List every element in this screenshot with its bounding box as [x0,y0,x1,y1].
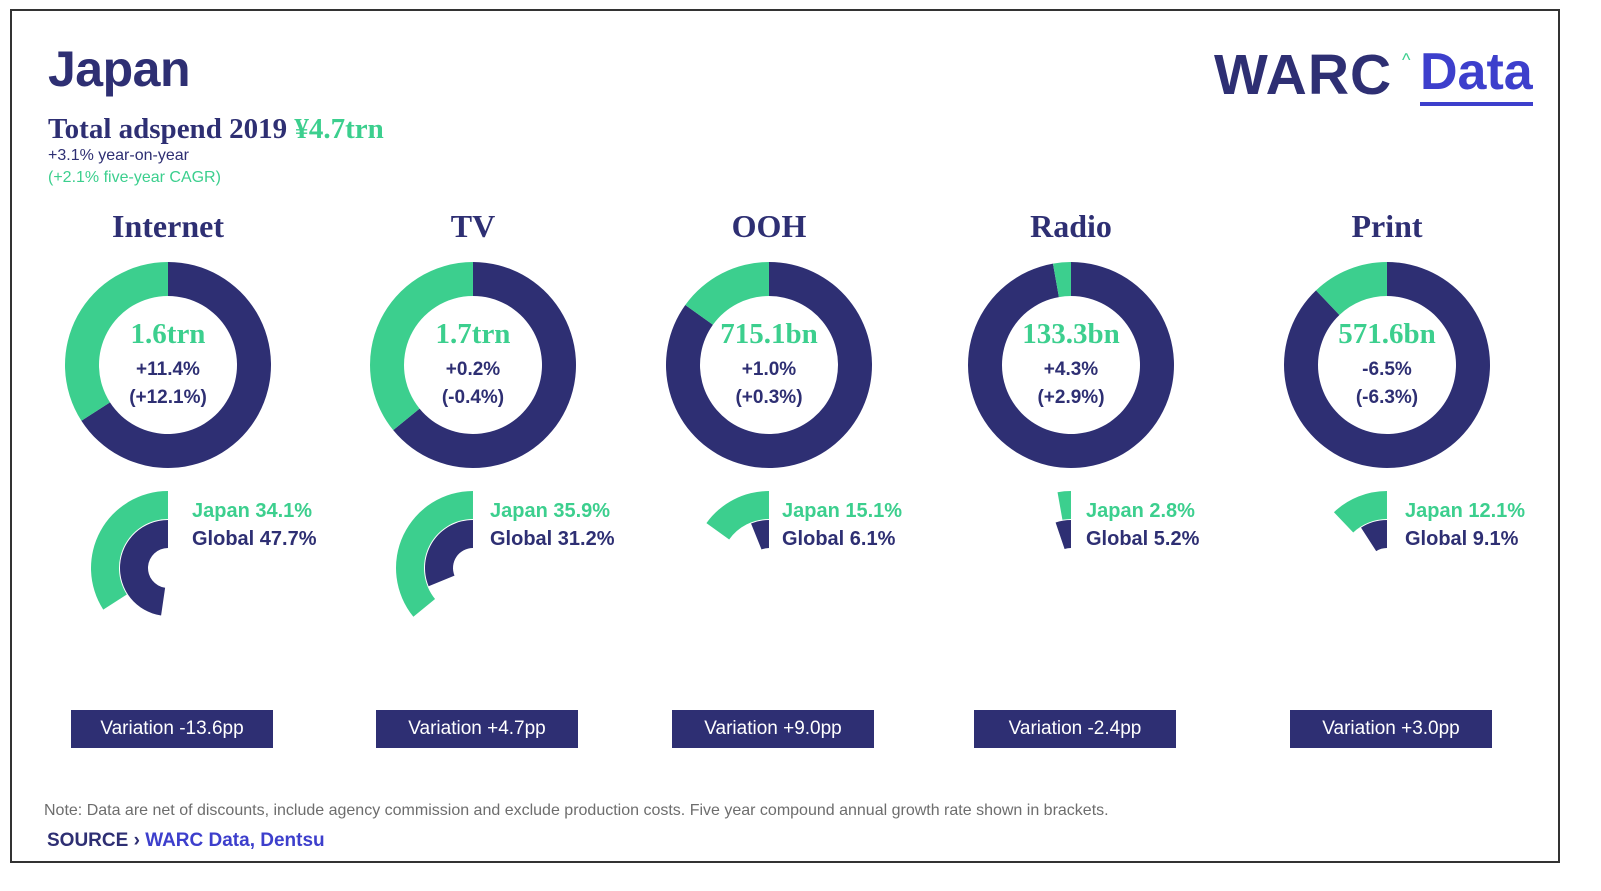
japan-vs-global-arcs [706,491,769,550]
channel-yoy-growth: +0.2% [445,359,501,380]
total-adspend-value: ¥4.7trn [294,113,384,145]
source-line: SOURCE › WARC Data, Dentsu [47,830,325,852]
warc-data-logo: WARC ^ Data [1214,42,1534,112]
yoy-growth: +3.1% year-on-year [48,147,189,164]
donut-rest-segment [968,262,1174,468]
global-share-arc [1361,520,1387,552]
japan-vs-global-arcs [1333,491,1387,552]
donut-japan-share-segment [685,262,769,325]
channel-five-year-cagr: (+12.1%) [129,387,207,408]
japan-share-label: Japan 34.1% [192,500,313,522]
donut-japan-share-segment [370,262,473,431]
global-share-arc [1055,520,1071,550]
channel-spend: 715.1bn [720,318,818,350]
country-title: Japan [48,41,191,97]
channel-panel-tv: TV 1.7trn +0.2% (-0.4%) Japan 35.9% Global 31… [368,0,678,860]
global-share-label: Global 5.2% [1086,528,1200,550]
variation-badge: Variation -2.4pp [974,710,1176,748]
channel-spend: 571.6bn [1338,318,1436,350]
channel-panel-print: Print 571.6bn -6.5% (-6.3%) Japan 12.1% Globa… [1282,0,1592,860]
channel-yoy-growth: +1.0% [741,359,797,380]
donut-rest-segment [393,262,576,468]
japan-share-label: Japan 15.1% [782,500,903,522]
japan-share-label: Japan 2.8% [1086,500,1195,522]
infographic-frame [10,9,1560,863]
japan-vs-global-arcs [91,491,168,616]
channel-panel-radio: Radio 133.3bn +4.3% (+2.9%) Japan 2.8% Global… [966,0,1276,860]
channel-panel-internet: Internet 1.6trn +11.4% (+12.1%) Japan 34.1% G… [63,0,373,860]
share-donut [968,262,1174,468]
donut-japan-share-segment [1052,262,1071,298]
channel-spend: 133.3bn [1022,318,1120,350]
global-share-label: Global 47.7% [192,528,317,550]
logo-warc-text: WARC [1214,43,1393,107]
global-share-label: Global 9.1% [1405,528,1519,550]
source-value: WARC Data, Dentsu [145,830,325,851]
channel-five-year-cagr: (-6.3%) [1355,387,1419,408]
channel-five-year-cagr: (+0.3%) [735,387,803,408]
channel-title: TV [450,208,496,244]
global-share-label: Global 6.1% [782,528,896,550]
logo-data-text: Data [1420,42,1533,106]
japan-share-label: Japan 12.1% [1405,500,1526,522]
japan-share-label: Japan 35.9% [490,500,611,522]
footnote: Note: Data are net of discounts, include… [44,802,1109,819]
total-adspend: Total adspend 2019 ¥4.7trn [48,113,384,146]
channel-spend: 1.6trn [130,318,206,350]
channel-yoy-growth: +4.3% [1043,359,1099,380]
channel-title: Print [1351,208,1423,244]
channel-yoy-growth: -6.5% [1362,359,1412,380]
donut-rest-segment [81,262,271,468]
global-share-arc [120,520,168,616]
global-share-arc [425,520,473,587]
global-share-arc [751,520,769,550]
total-adspend-label: Total adspend 2019 [48,113,288,145]
channel-five-year-cagr: (+2.9%) [1037,387,1105,408]
share-donut [666,262,872,468]
donut-rest-segment [1284,262,1490,468]
japan-share-arc [91,491,168,610]
share-donut [65,262,271,468]
channel-panel-ooh: OOH 715.1bn +1.0% (+0.3%) Japan 15.1% Global … [664,0,974,860]
share-donut [370,262,576,468]
donut-rest-segment [666,262,872,468]
japan-share-arc [1333,491,1387,533]
japan-share-arc [1057,491,1071,520]
donut-japan-share-segment [1316,262,1387,315]
global-share-label: Global 31.2% [490,528,615,550]
logo-caret: ^ [1402,50,1411,70]
channel-title: Internet [112,208,224,244]
channel-title: OOH [731,208,807,244]
channel-spend: 1.7trn [435,318,511,350]
channel-title: Radio [1030,208,1112,244]
japan-vs-global-arcs [396,491,473,617]
share-donut [1284,262,1490,468]
variation-badge: Variation -13.6pp [71,710,273,748]
japan-vs-global-arcs [1055,491,1071,550]
channel-yoy-growth: +11.4% [136,359,200,380]
variation-badge: Variation +9.0pp [672,710,874,748]
japan-share-arc [706,491,769,540]
donut-japan-share-segment [65,262,168,421]
five-year-cagr: (+2.1% five-year CAGR) [48,169,221,186]
japan-share-arc [396,491,473,617]
source-label: SOURCE › [47,830,140,851]
variation-badge: Variation +3.0pp [1290,710,1492,748]
variation-badge: Variation +4.7pp [376,710,578,748]
channel-five-year-cagr: (-0.4%) [441,387,505,408]
